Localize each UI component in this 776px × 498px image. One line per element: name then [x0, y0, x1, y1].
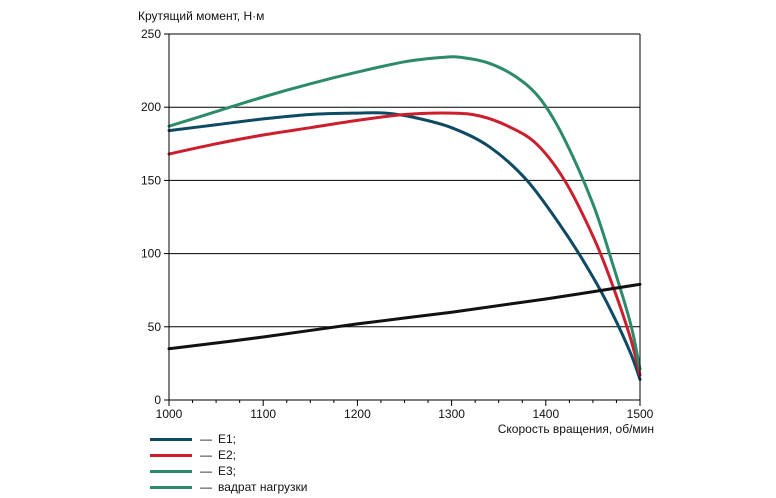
legend-dash: — [200, 480, 212, 494]
legend-dash: — [200, 464, 212, 478]
x-tick-label: 1300 [438, 407, 465, 421]
legend: — E1; — E2; — E3; — вадрат нагрузки [150, 432, 450, 494]
x-tick-label: 1400 [532, 407, 559, 421]
y-tick-label: 200 [141, 100, 161, 114]
grid [169, 33, 640, 401]
legend-swatch [150, 470, 192, 473]
y-tick-label: 150 [141, 173, 161, 187]
legend-dash: — [200, 432, 212, 446]
series-line-e1 [167, 111, 642, 381]
legend-label: E3; [218, 464, 237, 478]
axes [164, 33, 641, 406]
legend-swatch [150, 438, 192, 441]
tick-labels: 0 50 100 150 200 250 1000 1100 1200 1300 1400 1500 [141, 27, 654, 421]
legend-item-e3: — E3; [150, 464, 450, 479]
x-tick-label: 1200 [344, 407, 371, 421]
x-axis-title: Скорость вращения, об/мин [498, 422, 654, 436]
series-group [167, 55, 642, 381]
legend-item-load: — вадрат нагрузки [150, 480, 450, 495]
legend-label: E1; [218, 432, 237, 446]
y-tick-label: 0 [154, 393, 161, 407]
x-tick-label: 1000 [156, 407, 183, 421]
legend-swatch [150, 486, 192, 489]
y-tick-label: 250 [141, 27, 161, 41]
legend-label: вадрат нагрузки [218, 480, 308, 494]
series-line-e3 [167, 55, 642, 371]
series-line-e2 [167, 111, 642, 377]
legend-item-e2: — E2; [150, 448, 450, 463]
legend-item-e1: — E1; [150, 432, 450, 447]
legend-dash: — [200, 448, 212, 462]
y-tick-label: 50 [148, 320, 162, 334]
legend-label: E2; [218, 448, 237, 462]
x-tick-label: 1100 [250, 407, 276, 421]
series-line-load [167, 282, 642, 351]
legend-swatch [150, 454, 192, 457]
y-tick-label: 100 [141, 247, 161, 261]
x-tick-label: 1500 [627, 407, 654, 421]
y-axis-title: Крутящий момент, Н·м [138, 9, 264, 23]
